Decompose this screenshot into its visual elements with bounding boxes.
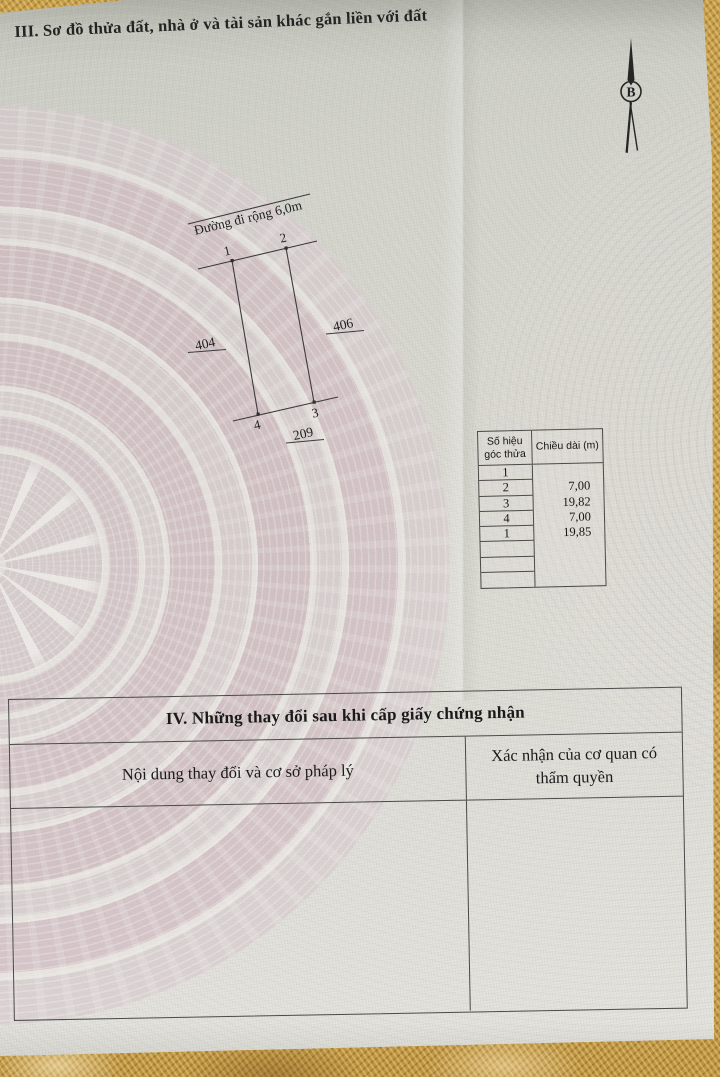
north-arrow-icon: B — [620, 38, 642, 153]
corner-cell — [480, 540, 534, 558]
length-cell: 7,00 — [568, 478, 591, 494]
length-cell: 19,85 — [563, 524, 592, 540]
length-cell — [533, 463, 603, 480]
corner-cell: 4 — [479, 510, 534, 527]
drum-star-center — [0, 450, 105, 680]
corner-label-1: 1 — [222, 243, 232, 259]
changes-content-header: Nội dung thay đổi và cơ sở pháp lý — [9, 736, 467, 808]
road-edge-line — [187, 193, 311, 225]
corner-cell: 1 — [478, 464, 533, 482]
plot-top-edge-line — [197, 240, 318, 270]
length-table-header-corner: Số hiệu góc thửa — [478, 430, 533, 465]
plot-right-edge-line — [285, 247, 315, 403]
length-table-header: Số hiệu góc thửa Chiều dài (m) — [478, 429, 603, 466]
corner-cell — [480, 556, 535, 573]
svg-text:406: 406 — [332, 315, 355, 334]
authority-confirmation-cell — [467, 797, 687, 1011]
corner-markers — [230, 246, 316, 416]
corner-cell: 3 — [479, 495, 533, 512]
length-table-corner-column: 1 2 3 4 1 — [478, 464, 536, 588]
length-cell — [535, 539, 605, 556]
length-table: Số hiệu góc thửa Chiều dài (m) 1 2 3 4 1… — [477, 428, 607, 589]
paper-crease — [440, 0, 480, 700]
parcel-label-209: 209 — [285, 424, 325, 444]
plot-left-edge-line — [231, 260, 259, 415]
changes-table: IV. Những thay đổi sau khi cấp giấy chứn… — [8, 686, 688, 1021]
corner-cell: 1 — [480, 525, 534, 543]
length-cell: 19,82 — [562, 493, 591, 509]
length-cell: 7,00 — [568, 509, 592, 524]
corner-label-2: 2 — [278, 230, 288, 246]
road-width-label: Đường đi rộng 6,0m — [192, 197, 303, 237]
length-cell — [535, 570, 605, 587]
corner-cell: 2 — [479, 480, 533, 497]
north-label: B — [626, 85, 635, 100]
svg-text:209: 209 — [292, 424, 315, 443]
corner-cell — [481, 571, 534, 587]
svg-text:404: 404 — [194, 334, 217, 353]
parcel-label-404: 404 — [187, 334, 227, 353]
corner-label-3: 3 — [310, 405, 320, 421]
authority-confirmation-header: Xác nhận của cơ quan có thẩm quyền — [491, 743, 658, 787]
parcel-label-406: 406 — [325, 315, 365, 335]
section-iii-title: III. Sơ đồ thửa đất, nhà ở và tài sản kh… — [14, 5, 428, 41]
changes-content-cell — [11, 800, 471, 1019]
length-table-header-length: Chiều dài (m) — [535, 439, 600, 453]
changes-table-body — [11, 797, 687, 1019]
plot-bottom-edge-line — [232, 396, 339, 422]
length-cell — [535, 555, 605, 572]
length-table-length-column: 7,00 19,82 7,00 19,85 — [533, 463, 606, 587]
corner-label-4: 4 — [252, 416, 262, 432]
